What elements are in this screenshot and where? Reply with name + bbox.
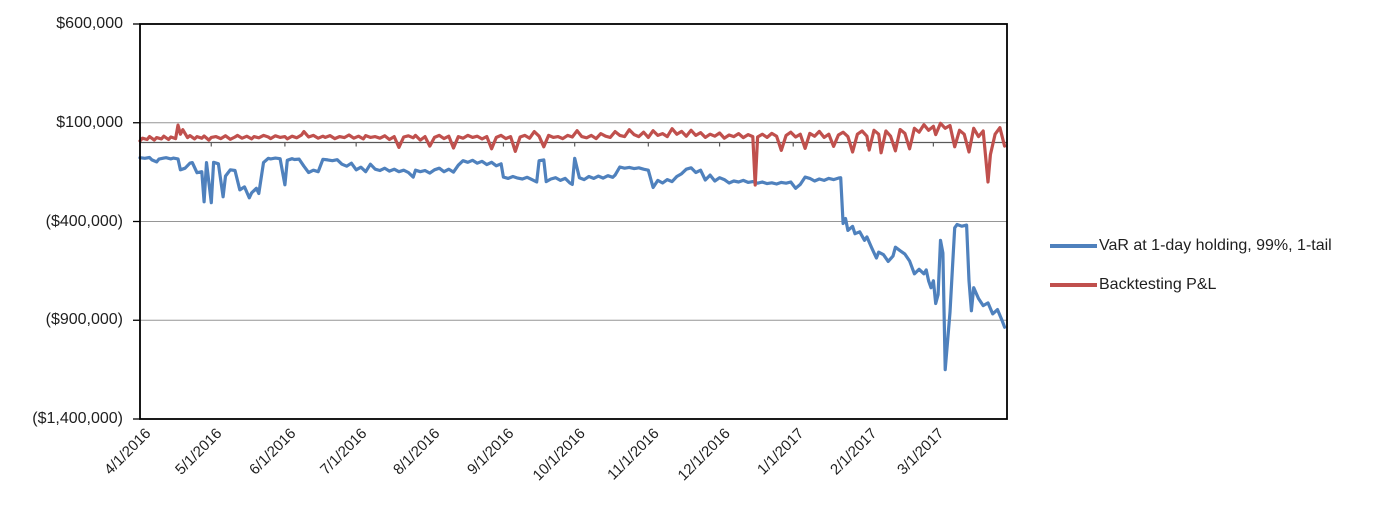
legend-item-var: VaR at 1-day holding, 99%, 1-tail bbox=[1050, 236, 1332, 256]
y-axis-tick-label: $600,000 bbox=[56, 15, 123, 32]
y-axis-tick-label: ($400,000) bbox=[45, 212, 123, 230]
y-axis-tick-label: ($1,400,000) bbox=[32, 410, 123, 427]
y-axis-tick-label: $100,000 bbox=[56, 113, 123, 131]
legend-line-swatch-pnl bbox=[1050, 283, 1097, 287]
legend-label-var: VaR at 1-day holding, 99%, 1-tail bbox=[1099, 237, 1332, 254]
legend-label-pnl: Backtesting P&L bbox=[1099, 276, 1217, 293]
legend-item-pnl: Backtesting P&L bbox=[1050, 275, 1332, 295]
y-axis-tick-label: ($900,000) bbox=[45, 311, 123, 329]
chart-legend: VaR at 1-day holding, 99%, 1-tail Backte… bbox=[1050, 236, 1332, 314]
legend-line-swatch-var bbox=[1050, 244, 1097, 248]
